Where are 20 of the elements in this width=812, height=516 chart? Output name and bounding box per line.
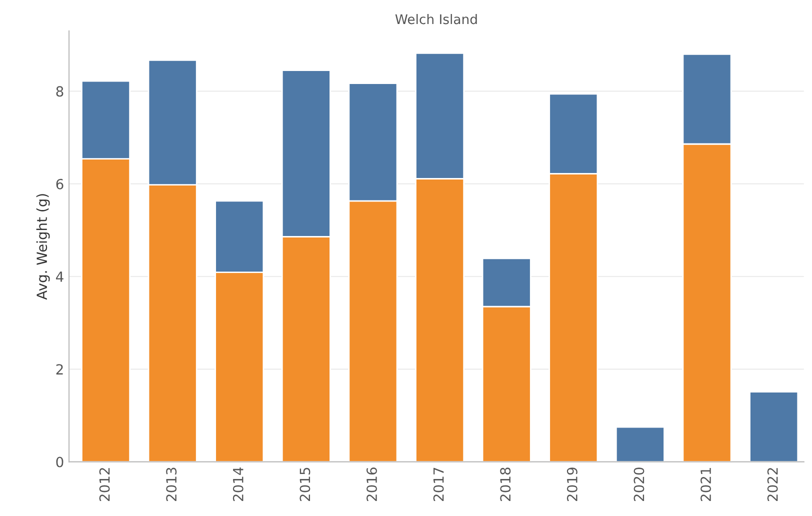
- x-tick-label: 2021: [700, 468, 712, 502]
- x-tick-label: 2013: [166, 468, 177, 502]
- y-tick-label: 2: [56, 364, 63, 374]
- bar: [615, 426, 665, 462]
- x-tick-label: 2022: [767, 468, 778, 502]
- y-tick-label: 6: [56, 178, 64, 190]
- x-tick-label: 2020: [634, 468, 644, 502]
- y-tick-label: 0: [56, 456, 64, 468]
- x-tick-label: 2017: [433, 468, 444, 502]
- x-tick-label: 2016: [366, 468, 378, 502]
- x-tick-label: 2018: [500, 468, 511, 502]
- x-tick-label: 2012: [99, 468, 110, 502]
- chart-title: Welch Island: [395, 14, 477, 24]
- y-axis-title: Avg. Weight (g): [36, 194, 50, 300]
- y-tick-label: 4: [56, 272, 64, 282]
- x-tick-label: 2019: [566, 468, 578, 502]
- y-tick-label: 8: [56, 86, 64, 97]
- x-tick-label: 2015: [300, 468, 310, 502]
- bar: [749, 391, 799, 462]
- x-tick-label: 2014: [232, 467, 244, 502]
